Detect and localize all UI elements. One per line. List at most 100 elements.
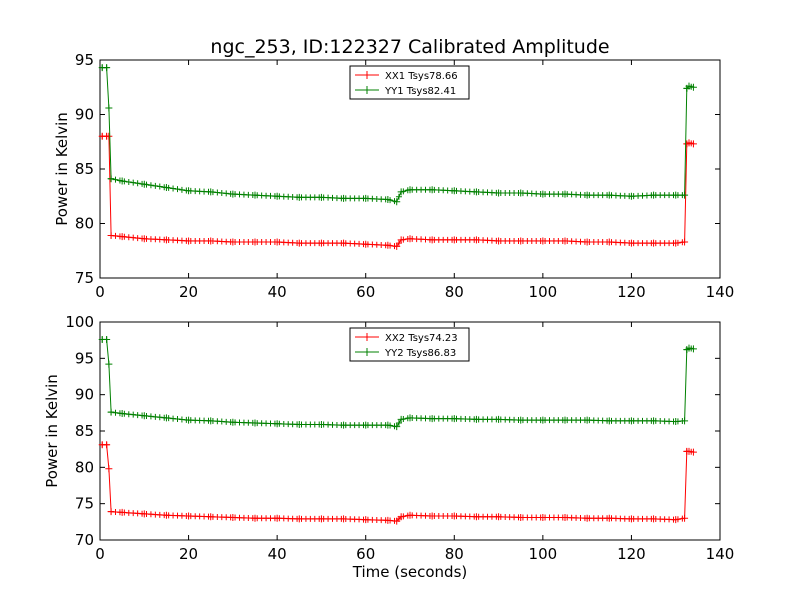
data-point xyxy=(650,515,658,523)
data-point xyxy=(428,512,436,520)
legend-swatch-marker xyxy=(363,71,371,79)
data-point xyxy=(605,417,613,425)
data-point xyxy=(317,193,325,201)
x-tick-label: 0 xyxy=(95,283,105,301)
data-point xyxy=(229,513,237,521)
data-point xyxy=(627,417,635,425)
data-point xyxy=(650,239,658,247)
x-tick-label: 20 xyxy=(179,545,198,563)
data-point xyxy=(672,191,680,199)
data-point xyxy=(605,238,613,246)
series-1 xyxy=(98,441,697,525)
data-point xyxy=(384,241,392,249)
data-point xyxy=(105,360,113,368)
data-point xyxy=(397,513,405,521)
x-tick-label: 120 xyxy=(617,283,646,301)
data-point xyxy=(251,419,259,427)
data-point xyxy=(583,514,591,522)
data-point xyxy=(495,513,503,521)
y-axis-label: Power in Kelvin xyxy=(53,112,71,226)
series-line xyxy=(102,444,694,522)
x-tick-label: 100 xyxy=(529,545,558,563)
legend: XX2 Tsys74.23 YY2 Tsys86.83 xyxy=(349,327,470,362)
data-point xyxy=(362,194,370,202)
data-point xyxy=(229,418,237,426)
data-point xyxy=(539,513,547,521)
data-point xyxy=(362,516,370,524)
data-point xyxy=(681,514,689,522)
data-point xyxy=(134,180,141,187)
data-point xyxy=(685,344,693,352)
data-point xyxy=(397,415,405,423)
data-point xyxy=(156,183,163,190)
data-point xyxy=(140,510,148,518)
data-point xyxy=(317,420,325,428)
subplots: 0 20 40 60 80 100 120 140 75 80 85 90 95 Power in Kel… xyxy=(43,51,734,581)
x-tick-label: 120 xyxy=(617,545,646,563)
data-point xyxy=(251,514,259,522)
data-point xyxy=(340,515,348,523)
data-point xyxy=(107,175,115,183)
data-point xyxy=(428,186,436,194)
data-point xyxy=(517,237,525,245)
data-point xyxy=(112,409,119,416)
legend-entry: YY1 Tsys82.41 xyxy=(384,86,456,97)
data-point xyxy=(495,237,503,245)
data-point xyxy=(393,242,401,250)
data-point xyxy=(229,238,237,246)
x-tick-label: 40 xyxy=(268,283,287,301)
x-tick-label: 20 xyxy=(179,283,198,301)
subplot-1: 0 20 40 60 80 100 120 140 75 80 85 90 95 Power in Kel… xyxy=(53,51,734,301)
data-point xyxy=(627,239,635,247)
data-point xyxy=(672,239,680,247)
data-point xyxy=(273,420,281,428)
y-axis-label: Power in Kelvin xyxy=(43,374,61,488)
data-point xyxy=(118,177,126,185)
data-point xyxy=(185,187,193,195)
data-point xyxy=(362,240,370,248)
data-point xyxy=(118,508,126,516)
data-point xyxy=(105,104,113,112)
subplot-2: 0 20 40 60 80 100 120 140 70 75 80 85 90 95 100 Power i… xyxy=(43,313,734,581)
data-point xyxy=(406,235,414,243)
data-point xyxy=(517,513,525,521)
data-point xyxy=(147,182,154,189)
x-tick-label: 60 xyxy=(356,283,375,301)
data-point xyxy=(362,421,370,429)
data-point xyxy=(112,176,119,183)
data-point xyxy=(605,514,613,522)
data-point xyxy=(140,412,148,420)
data-point xyxy=(340,421,348,429)
data-point xyxy=(450,187,458,195)
series-1 xyxy=(98,132,697,250)
data-point xyxy=(539,416,547,424)
data-point xyxy=(583,191,591,199)
data-point xyxy=(561,190,569,198)
data-point xyxy=(162,236,170,244)
x-tick-label: 40 xyxy=(268,545,287,563)
data-point xyxy=(397,188,405,196)
x-tick-label: 60 xyxy=(356,545,375,563)
data-point xyxy=(605,191,613,199)
x-tick-label: 80 xyxy=(445,283,464,301)
data-point xyxy=(273,514,281,522)
data-point xyxy=(295,515,303,523)
data-point xyxy=(627,515,635,523)
legend-entry: XX2 Tsys74.23 xyxy=(385,333,458,344)
data-point xyxy=(118,233,126,241)
data-point xyxy=(561,513,569,521)
series-2 xyxy=(98,64,697,206)
data-point xyxy=(472,236,480,244)
y-tick-label: 90 xyxy=(75,106,94,124)
data-point xyxy=(393,198,401,206)
legend-swatch-marker xyxy=(363,333,371,341)
y-tick-label: 70 xyxy=(75,531,94,549)
data-point xyxy=(397,236,405,244)
y-tick-label: 85 xyxy=(75,422,94,440)
figure-title: ngc_253, ID:122327 Calibrated Amplitude xyxy=(210,36,609,58)
data-point xyxy=(162,184,170,192)
data-point xyxy=(681,238,689,246)
data-point xyxy=(561,416,569,424)
legend-box xyxy=(349,65,470,100)
